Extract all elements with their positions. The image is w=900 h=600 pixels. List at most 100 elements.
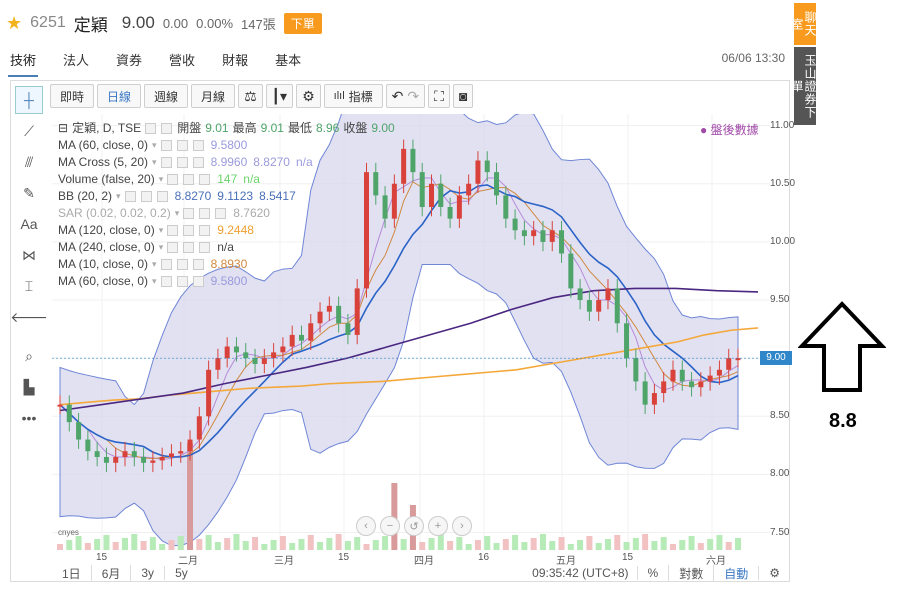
legend-row: MA (60, close, 0) ▾ 9.5800 (58, 273, 395, 290)
monthly-button[interactable]: 月線 (191, 84, 236, 108)
reset-button[interactable]: ↺ (404, 516, 424, 536)
volume-bar (447, 541, 454, 550)
volume-bar (112, 542, 119, 550)
undo-redo-button[interactable]: ↶ ↷ (385, 84, 426, 108)
legend-control[interactable] (199, 208, 211, 219)
legend-control[interactable] (199, 225, 211, 236)
more-tools[interactable]: ••• (15, 404, 43, 432)
legend-control[interactable] (160, 157, 172, 168)
legend-control[interactable] (145, 123, 157, 134)
fullscreen-button[interactable]: ⛶ (428, 84, 450, 108)
log-scale-button[interactable]: 對數 (668, 564, 713, 582)
legend-value: 8.8930 (210, 257, 248, 271)
brush-tool[interactable]: ✎ (15, 179, 43, 207)
legend-control[interactable] (156, 191, 168, 202)
star-icon[interactable]: ★ (6, 12, 23, 33)
range-5y[interactable]: 5y (175, 566, 188, 580)
legend-control[interactable] (176, 157, 188, 168)
crosshair-tool[interactable]: ┼ (15, 86, 43, 114)
volume-bar (437, 534, 444, 550)
dropdown-icon[interactable]: ▾ (158, 174, 164, 184)
intraday-button[interactable]: 即時 (50, 84, 95, 108)
dropdown-icon[interactable]: ▾ (158, 242, 164, 252)
legend-control[interactable] (192, 140, 204, 151)
pattern-tool[interactable]: ⋈ (15, 241, 43, 269)
x-axis[interactable]: 15 二月 三月 15 四月 16 五月 15 六月 (52, 552, 770, 567)
indicators-button[interactable]: ılıl 指標 (323, 84, 383, 108)
legend-control[interactable] (176, 140, 188, 151)
legend-control[interactable] (176, 276, 188, 287)
volume-bar (66, 540, 73, 550)
measure-tool[interactable]: ⌶ (15, 272, 43, 300)
volume-bar (187, 443, 194, 550)
dropdown-icon[interactable]: ▾ (152, 157, 157, 167)
legend-control[interactable] (161, 123, 173, 134)
legend-control[interactable] (124, 191, 136, 202)
price-chart[interactable] (52, 114, 770, 550)
legend-control[interactable] (192, 157, 204, 168)
chart-type-button[interactable]: ┃▾ (265, 84, 294, 108)
legend-control[interactable] (160, 276, 172, 287)
arrow-tool[interactable]: 🡐 (10, 303, 48, 331)
legend-control[interactable] (192, 259, 204, 270)
legend-control[interactable] (167, 174, 179, 185)
settings-button[interactable]: ⚙ (296, 84, 321, 108)
legend-value: n/a (243, 172, 260, 186)
tab-financials[interactable]: 財報 (222, 53, 249, 68)
legend-control[interactable] (167, 225, 179, 236)
tab-revenue[interactable]: 營收 (169, 53, 196, 68)
legend-control[interactable] (140, 191, 152, 202)
dropdown-icon[interactable]: ▾ (152, 140, 157, 150)
percent-scale-button[interactable]: % (636, 566, 669, 580)
tab-margin[interactable]: 資券 (116, 53, 143, 68)
range-6m[interactable]: 6月 (92, 564, 132, 582)
esun-order-button[interactable]: 玉山證券下單 (790, 47, 817, 125)
scroll-right-button[interactable]: › (452, 516, 472, 536)
range-3y[interactable]: 3y (131, 566, 166, 580)
after-hours-toggle[interactable]: ● 盤後數據 (700, 123, 759, 137)
scroll-left-button[interactable]: ‹ (356, 516, 376, 536)
tab-institutional[interactable]: 法人 (63, 53, 90, 68)
tab-technical[interactable]: 技術 (8, 48, 39, 77)
text-tool[interactable]: Aa (15, 210, 43, 238)
order-button[interactable]: 下單 (283, 12, 322, 34)
legend-control[interactable] (160, 140, 172, 151)
legend-control[interactable] (167, 242, 179, 253)
legend-control[interactable] (199, 174, 211, 185)
snapshot-button[interactable]: ◙ (452, 84, 474, 108)
compare-scale-button[interactable]: ⚖ (238, 84, 263, 108)
tab-basic[interactable]: 基本 (275, 53, 302, 68)
x-tick-label: 二月 (178, 556, 198, 567)
zoom-tool[interactable]: ⌕ (15, 342, 43, 370)
legend-control[interactable] (176, 259, 188, 270)
legend-control[interactable] (183, 242, 195, 253)
daily-button[interactable]: 日線 (97, 84, 142, 108)
chatroom-button[interactable]: 聊天室 (790, 3, 817, 45)
candle-body (642, 381, 648, 405)
dropdown-icon[interactable]: ▾ (174, 208, 180, 218)
legend-control[interactable] (183, 208, 195, 219)
volume-bar (428, 538, 435, 550)
legend-control[interactable] (199, 242, 211, 253)
weekly-button[interactable]: 週線 (144, 84, 189, 108)
legend-control[interactable] (183, 225, 195, 236)
trendline-tool[interactable]: ⟋ (15, 117, 43, 145)
fib-tool[interactable]: ⫻ (15, 148, 43, 176)
dropdown-icon[interactable]: ▾ (158, 225, 164, 235)
volume-bar (549, 541, 556, 550)
zoom-in-button[interactable]: + (428, 516, 448, 536)
collapse-icon[interactable]: ⊟ (58, 121, 69, 135)
legend-control[interactable] (160, 259, 172, 270)
zoom-icon: ⌕ (25, 347, 33, 364)
legend-control[interactable] (183, 174, 195, 185)
legend-control[interactable] (215, 208, 227, 219)
range-1d[interactable]: 1日 (52, 564, 92, 582)
dropdown-icon[interactable]: ▾ (152, 276, 157, 286)
dropdown-icon[interactable]: ▾ (152, 259, 157, 269)
dropdown-icon[interactable]: ▾ (116, 191, 121, 201)
ruler-tool[interactable]: ▙ (15, 373, 43, 401)
axis-settings-button[interactable]: ⚙ (758, 566, 790, 580)
legend-control[interactable] (192, 276, 204, 287)
auto-scale-button[interactable]: 自動 (713, 564, 758, 582)
zoom-out-button[interactable]: − (380, 516, 400, 536)
